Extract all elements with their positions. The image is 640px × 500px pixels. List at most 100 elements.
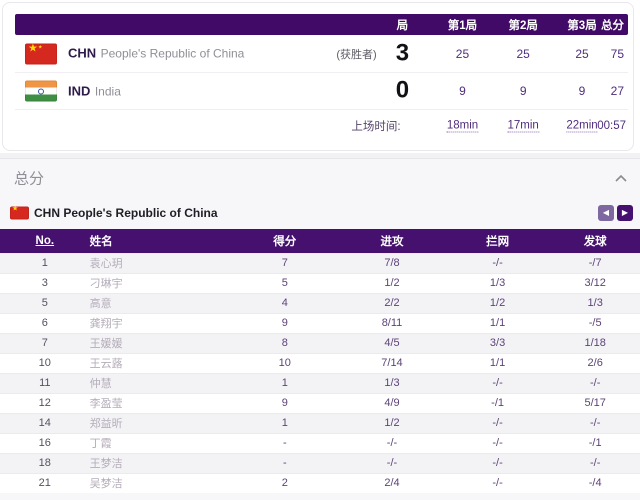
time-row-label: 上场时间: <box>351 121 401 133</box>
score-cell: 1 <box>230 412 340 433</box>
score-cell: 9 <box>230 312 340 333</box>
block-cell: 1/3 <box>444 272 551 293</box>
player-name-cell: 仲慧 <box>89 372 231 393</box>
player-number-cell: 10 <box>0 352 90 373</box>
table-row: 12 李盈莹 9 4/9 -/1 5/17 <box>0 392 640 413</box>
serve-cell: 1/3 <box>550 292 640 313</box>
player-name-cell: 郑益昕 <box>89 412 231 433</box>
team-code: CHN <box>68 45 97 61</box>
set3-score: 9 <box>578 84 586 98</box>
serve-cell: 3/12 <box>550 272 640 293</box>
china-flag-icon: ★ ★ <box>25 43 57 64</box>
player-name-cell: 吴梦洁 <box>89 472 231 493</box>
set3-score: 25 <box>575 46 589 61</box>
table-row: 1 袁心玥 7 7/8 -/- -/7 <box>0 252 640 273</box>
player-number-cell: 14 <box>0 412 90 433</box>
player-number-cell: 18 <box>0 452 90 473</box>
header-block: 拦网 <box>444 229 551 253</box>
score-cell: 2 <box>230 472 340 493</box>
scoreboard-card: 局 第1局 第2局 第3局 总分 ★ ★ CHN People's Republi… <box>2 2 634 151</box>
serve-cell: -/- <box>550 452 640 473</box>
next-team-button[interactable]: ▶ <box>617 205 633 221</box>
score-cell: 1 <box>230 372 340 393</box>
score-cell: - <box>230 452 340 473</box>
block-cell: -/- <box>444 432 551 453</box>
team-info-chn: ★ ★ CHN People's Republic of China <box>25 43 244 64</box>
prev-team-button[interactable]: ◀ <box>598 205 614 221</box>
attack-cell: 4/9 <box>339 392 445 413</box>
block-cell: -/- <box>444 412 551 433</box>
player-name-cell: 丁霞 <box>89 432 231 453</box>
header-no[interactable]: No. <box>0 229 90 253</box>
table-row: 6 龚翔宇 9 8/11 1/1 -/5 <box>0 312 640 333</box>
block-cell: -/- <box>444 452 551 473</box>
team-row-chn: ★ ★ CHN People's Republic of China (获胜者) … <box>15 35 628 72</box>
attack-cell: 1/3 <box>339 372 445 393</box>
player-name-cell: 刁琳宇 <box>89 272 231 293</box>
china-flag-icon: ★ <box>10 206 29 220</box>
team-row-ind: IND India 0 9 9 9 27 <box>15 72 628 109</box>
table-row: 10 王云蕗 10 7/14 1/1 2/6 <box>0 352 640 373</box>
chakra-icon <box>38 88 44 94</box>
stats-table-body: 1 袁心玥 7 7/8 -/- -/7 3 刁琳宇 5 1/2 1/3 3/12 5 高意 4 2/2 1/2 1… <box>0 252 640 493</box>
team-info-ind: IND India <box>25 80 121 102</box>
scoreboard-header: 局 第1局 第2局 第3局 总分 <box>15 14 628 35</box>
serve-cell: 5/17 <box>550 392 640 413</box>
player-name-cell: 王云蕗 <box>89 352 231 373</box>
player-name-cell: 龚翔宇 <box>89 312 231 333</box>
section-divider <box>0 153 640 158</box>
total-time: 00:57 <box>597 120 626 132</box>
set1-score: 25 <box>455 46 470 61</box>
col-set3-label: 第3局 <box>567 19 597 32</box>
block-cell: 1/2 <box>444 292 551 313</box>
winner-badge: (获胜者) <box>336 48 377 61</box>
header-score: 得分 <box>230 229 340 253</box>
team-name: People's Republic of China <box>100 46 245 61</box>
serve-cell: -/7 <box>550 252 640 273</box>
serve-cell: -/1 <box>550 432 640 453</box>
score-cell: - <box>230 432 340 453</box>
star-icon: ★ <box>12 206 19 213</box>
attack-cell: 7/14 <box>339 352 445 373</box>
header-attack: 进攻 <box>339 229 445 253</box>
player-name-cell: 李盈莹 <box>89 392 231 413</box>
attack-cell: 1/2 <box>339 272 445 293</box>
player-number-cell: 6 <box>0 312 90 333</box>
set2-time: 17min <box>507 119 539 133</box>
time-row: 上场时间: 18min 17min 22min 00:57 <box>15 109 628 142</box>
score-cell: 5 <box>230 272 340 293</box>
player-name-cell: 王媛媛 <box>89 332 231 353</box>
serve-cell: -/- <box>550 372 640 393</box>
score-cell: 4 <box>230 292 340 313</box>
attack-cell: -/- <box>339 452 445 473</box>
player-name-cell: 高意 <box>89 292 231 313</box>
player-number-cell: 11 <box>0 372 90 393</box>
player-number-cell: 1 <box>0 252 90 273</box>
block-cell: 1/1 <box>444 312 551 333</box>
player-number-cell: 12 <box>0 392 90 413</box>
set3-time: 22min <box>566 119 598 133</box>
selected-team-label: CHN People's Republic of China <box>34 206 218 220</box>
india-flag-icon <box>25 80 57 102</box>
block-cell: -/1 <box>444 392 551 413</box>
table-row: 3 刁琳宇 5 1/2 1/3 3/12 <box>0 272 640 293</box>
attack-cell: 1/2 <box>339 412 445 433</box>
chevron-up-icon[interactable] <box>612 169 630 187</box>
star-icon: ★ <box>38 44 43 50</box>
player-number-cell: 16 <box>0 432 90 453</box>
block-cell: -/- <box>444 252 551 273</box>
stats-header-row: No. 姓名 得分 进攻 拦网 发球 <box>0 229 640 253</box>
set-count: 0 <box>395 76 410 104</box>
total-score: 27 <box>610 84 624 98</box>
set1-time: 18min <box>446 119 479 133</box>
player-number-cell: 7 <box>0 332 90 353</box>
header-name: 姓名 <box>89 229 231 253</box>
player-name-cell: 王梦洁 <box>89 452 231 473</box>
set-count: 3 <box>395 38 410 66</box>
table-row: 16 丁霞 - -/- -/- -/1 <box>0 432 640 453</box>
header-serve: 发球 <box>550 229 640 253</box>
team-code: IND <box>68 83 91 98</box>
team-pager: ◀ ▶ <box>598 205 633 221</box>
col-total-label: 总分 <box>601 19 624 32</box>
